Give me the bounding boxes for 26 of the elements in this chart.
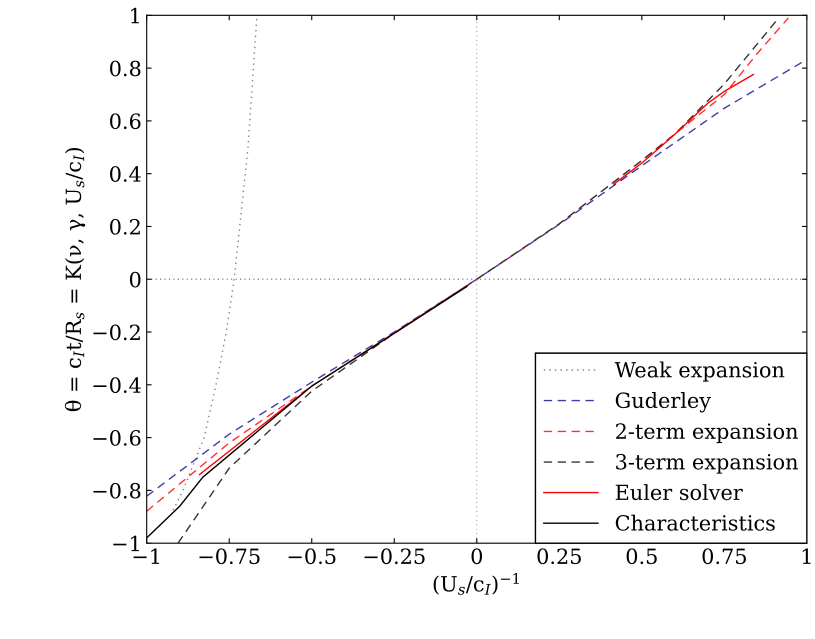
x-tick-label: −0.75 [200, 548, 260, 564]
text: θ = c$_{I}$t/R$_{s}$ = K(ν, γ, U$_{s}$/c$_{I}$) [64, 148, 86, 412]
x-tick-label: 1 [802, 548, 811, 564]
x-tick-label: −0.5 [288, 548, 336, 564]
y-tick-label: −0.2 [93, 324, 140, 340]
x-tick-label: 0 [472, 548, 482, 564]
x-tick-label: 0.75 [702, 548, 746, 564]
legend-label: 2-term expansion [616, 423, 798, 444]
y-tick-label: 1 [131, 8, 139, 24]
y-tick-label: 0 [130, 272, 140, 288]
legend-label: Weak expansion [614, 361, 784, 382]
y-tick-label: −0.4 [93, 377, 141, 394]
legend-label: Characteristics [616, 514, 775, 531]
x-tick-label: −0.25 [364, 548, 425, 564]
x-axis-title: (U$_{s}$/c$_{I}$)$^{−1}$ [434, 572, 519, 595]
y-tick-label: 0.6 [110, 113, 141, 130]
y-tick-label: −0.6 [93, 430, 141, 446]
y-tick-label: 0.2 [110, 218, 140, 235]
legend-label: Guderley [616, 392, 711, 412]
y-tick-label: 0.4 [110, 166, 141, 182]
legend-label: Euler solver [616, 484, 743, 500]
y-tick-label: −0.8 [93, 482, 140, 499]
legend-label: 3-term expansion [616, 454, 798, 474]
x-tick-label: 0.5 [626, 548, 657, 564]
y-tick-label: 0.8 [110, 60, 140, 76]
x-tick-label: 0.25 [537, 548, 581, 564]
